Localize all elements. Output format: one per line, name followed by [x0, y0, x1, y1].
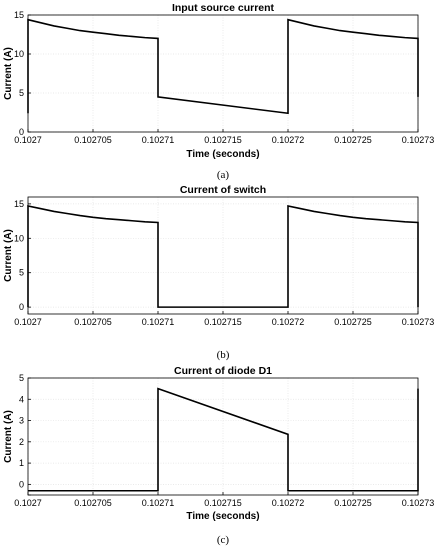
- series-line: [28, 387, 419, 492]
- chart-panel-1: 0.1027 0.102705 0.10271 0.102715 0.10272 0.10…: [3, 2, 434, 181]
- y-tick-label: 5: [19, 373, 24, 383]
- x-tick-label: 0.10273: [402, 135, 435, 145]
- x-tick-label: 0.102725: [334, 135, 372, 145]
- x-tick-label: 0.102725: [334, 498, 372, 508]
- y-tick-label: 0: [19, 479, 24, 489]
- x-tick-label: 0.102715: [204, 317, 242, 327]
- x-tick-label: 0.10273: [402, 498, 435, 508]
- series-line: [27, 204, 419, 308]
- chart-title: Input source current: [172, 2, 275, 14]
- y-tick-label: 5: [19, 88, 24, 98]
- figure-caption: (a): [217, 169, 230, 181]
- figure-caption: (c): [217, 534, 230, 546]
- y-tick-label: 15: [14, 199, 24, 209]
- series-line: [27, 18, 419, 115]
- y-axis-label: Current (A): [3, 410, 14, 463]
- x-tick-label: 0.10272: [272, 135, 305, 145]
- x-tick-label: 0.102705: [74, 317, 112, 327]
- y-tick-label: 10: [14, 233, 24, 243]
- x-tick-label: 0.102705: [74, 498, 112, 508]
- chart-title: Current of diode D1: [174, 365, 272, 377]
- figure-caption: (b): [217, 349, 230, 361]
- chart-panel-3: 0.1027 0.102705 0.10271 0.102715 0.10272 0.10…: [3, 365, 434, 546]
- x-tick-label: 0.1027: [14, 498, 42, 508]
- y-tick-label: 2: [19, 437, 24, 447]
- y-axis-label: Current (A): [3, 47, 14, 100]
- x-tick-label: 0.10271: [142, 317, 175, 327]
- x-tick-label: 0.10272: [272, 317, 305, 327]
- y-tick-label: 4: [19, 394, 24, 404]
- y-tick-label: 1: [19, 458, 24, 468]
- x-tick-label: 0.10273: [402, 317, 435, 327]
- chart-panel-2: 0.1027 0.102705 0.10271 0.102715 0.10272 0.10…: [3, 184, 434, 361]
- x-tick-label: 0.10271: [142, 135, 175, 145]
- x-tick-label: 0.102715: [204, 498, 242, 508]
- x-tick-label: 0.1027: [14, 135, 42, 145]
- x-tick-label: 0.102725: [334, 317, 372, 327]
- x-tick-label: 0.1027: [14, 317, 42, 327]
- x-tick-label: 0.10272: [272, 498, 305, 508]
- x-tick-label: 0.102705: [74, 135, 112, 145]
- chart-title: Current of switch: [180, 184, 266, 196]
- y-tick-label: 3: [19, 416, 24, 426]
- y-axis-label: Current (A): [3, 229, 14, 282]
- y-tick-label: 5: [19, 268, 24, 278]
- x-tick-label: 0.102715: [204, 135, 242, 145]
- y-tick-label: 0: [19, 127, 24, 137]
- x-tick-label: 0.10271: [142, 498, 175, 508]
- y-tick-label: 15: [14, 10, 24, 20]
- y-tick-label: 0: [19, 302, 24, 312]
- x-axis-label: Time (seconds): [186, 511, 259, 522]
- y-tick-label: 10: [14, 49, 24, 59]
- x-axis-label: Time (seconds): [186, 149, 259, 160]
